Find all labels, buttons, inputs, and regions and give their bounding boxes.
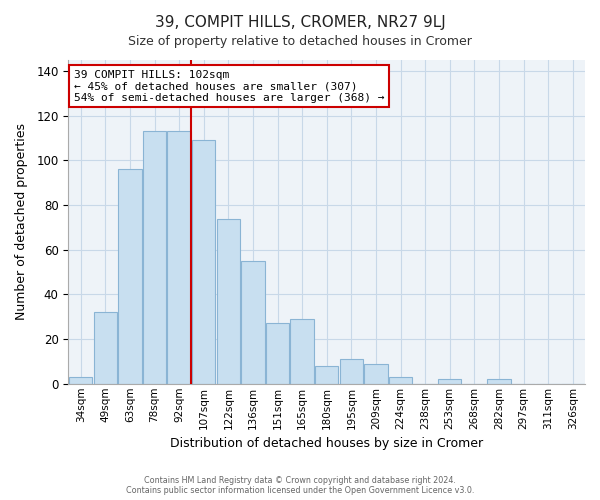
Bar — [192, 140, 215, 384]
Bar — [487, 380, 511, 384]
Bar — [266, 324, 289, 384]
Bar — [167, 132, 191, 384]
X-axis label: Distribution of detached houses by size in Cromer: Distribution of detached houses by size … — [170, 437, 483, 450]
Y-axis label: Number of detached properties: Number of detached properties — [15, 124, 28, 320]
Bar — [315, 366, 338, 384]
Bar — [118, 170, 142, 384]
Bar — [94, 312, 117, 384]
Bar — [340, 359, 363, 384]
Bar — [364, 364, 388, 384]
Text: Size of property relative to detached houses in Cromer: Size of property relative to detached ho… — [128, 35, 472, 48]
Bar — [241, 261, 265, 384]
Bar — [69, 377, 92, 384]
Text: 39 COMPIT HILLS: 102sqm
← 45% of detached houses are smaller (307)
54% of semi-d: 39 COMPIT HILLS: 102sqm ← 45% of detache… — [74, 70, 384, 103]
Bar — [143, 132, 166, 384]
Bar — [389, 377, 412, 384]
Bar — [290, 319, 314, 384]
Bar — [217, 218, 240, 384]
Bar — [438, 380, 461, 384]
Text: Contains HM Land Registry data © Crown copyright and database right 2024.
Contai: Contains HM Land Registry data © Crown c… — [126, 476, 474, 495]
Text: 39, COMPIT HILLS, CROMER, NR27 9LJ: 39, COMPIT HILLS, CROMER, NR27 9LJ — [155, 15, 445, 30]
